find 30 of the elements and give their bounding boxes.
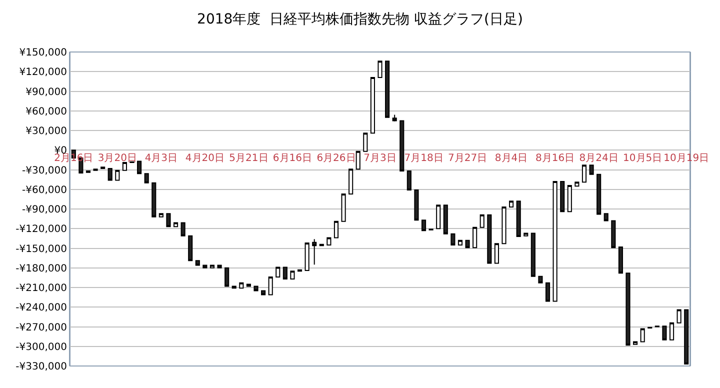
chart-title: 2018年度 日経平均株価指数先物 収益グラフ(日足) [197,11,523,28]
y-tick-label: -¥210,000 [16,283,67,294]
y-tick-label: -¥90,000 [22,204,67,216]
y-tick-label: ¥150,000 [19,48,67,58]
x-tick-label: 8月4日 [494,153,528,164]
y-tick-label: ¥90,000 [26,86,67,98]
x-tick-label: 10月5日 [623,153,662,164]
y-tick-label: -¥30,000 [22,165,67,176]
x-tick-label: 8月24日 [579,153,618,164]
y-tick-label: ¥120,000 [19,67,67,78]
y-tick-label: ¥30,000 [26,126,67,137]
y-tick-label: -¥60,000 [22,184,67,196]
x-tick-label: 6月26日 [316,153,356,164]
y-tick-label: -¥330,000 [16,362,67,372]
x-tick-label: 4月20日 [185,153,224,164]
x-tick-label: 4月3日 [144,153,178,164]
y-tick-label: -¥120,000 [16,224,67,236]
x-tick-label: 8月16日 [536,153,575,164]
x-tick-label: 6月16日 [272,153,312,164]
y-tick-label: -¥300,000 [16,342,67,353]
y-tick-label: -¥150,000 [16,244,67,255]
x-tick-label: 5月21日 [229,153,268,164]
x-tick-label: 7月18日 [404,153,444,164]
x-tick-label: 7月27日 [448,153,488,164]
y-tick-label: -¥240,000 [16,302,67,314]
y-tick-label: ¥60,000 [26,106,67,118]
x-tick-label: 7月3日 [364,153,396,164]
y-tick-label: -¥270,000 [16,322,67,334]
y-tick-label: -¥180,000 [16,263,67,274]
x-tick-label: 3月20日 [98,153,137,164]
